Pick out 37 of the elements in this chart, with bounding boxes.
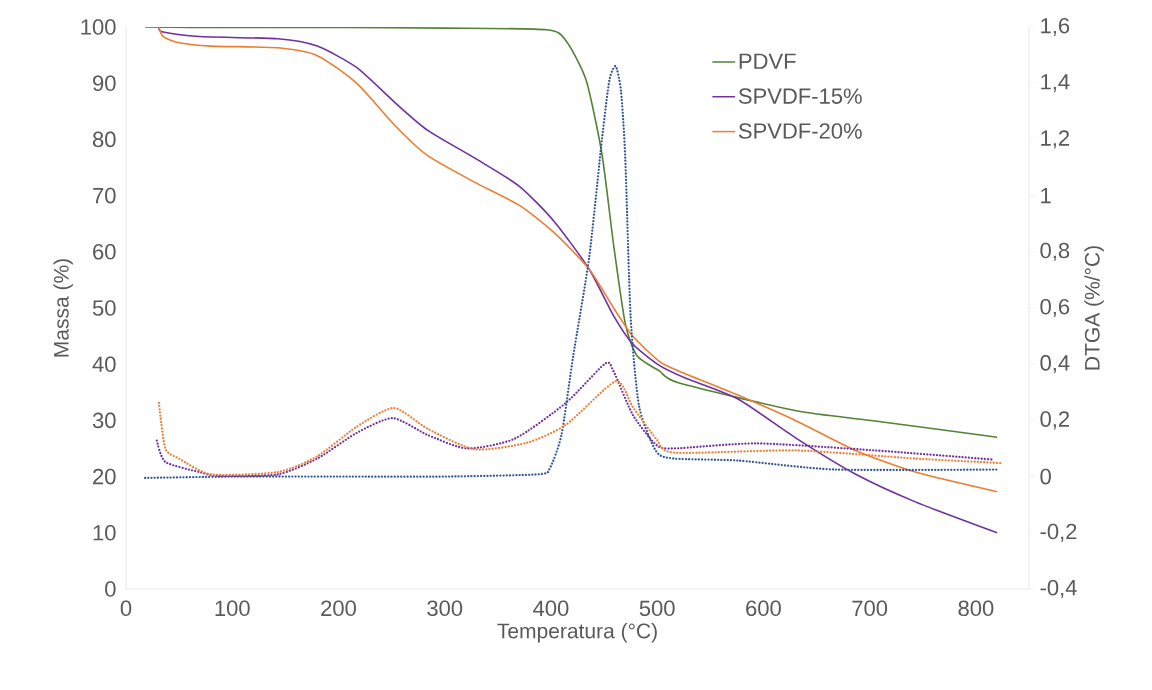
y-tick-label: 0 xyxy=(105,581,116,597)
y2-tick-label: 1 xyxy=(1041,188,1051,204)
x-tick-label: 500 xyxy=(639,600,675,617)
y-axis-title: Massa (%) xyxy=(53,259,73,357)
y-tick-label: 70 xyxy=(93,187,116,204)
y-tick-label: 10 xyxy=(93,524,116,541)
y2-tick-label: -0,4 xyxy=(1040,579,1077,599)
y-tick-label: 50 xyxy=(92,300,116,316)
y2-tick-label: 1,6 xyxy=(1041,17,1070,37)
y-tick-label: 20 xyxy=(93,468,116,485)
x-tick-label: 100 xyxy=(215,600,250,617)
x-tick-label: 700 xyxy=(852,600,888,617)
y-tick-label: 90 xyxy=(93,75,116,91)
y-tick-label: 100 xyxy=(81,19,116,35)
y2-tick-label: -0,2 xyxy=(1040,523,1077,542)
x-tick-label: 800 xyxy=(958,600,994,617)
x-tick-label: 300 xyxy=(427,600,463,617)
y-tick-label: 40 xyxy=(92,356,116,372)
legend-label: SPVDF-15% xyxy=(738,88,862,104)
y2-tick-label: 0,4 xyxy=(1040,355,1070,374)
y-tick-label: 80 xyxy=(92,131,116,148)
x-tick-label: 600 xyxy=(746,600,781,617)
x-axis-title: Temperatura (°C) xyxy=(497,622,657,643)
y2-tick-label: 1,4 xyxy=(1041,74,1070,93)
x-tick-label: 400 xyxy=(533,600,569,617)
y2-tick-label: 0,6 xyxy=(1040,298,1070,318)
y2-tick-label: 1,2 xyxy=(1041,130,1070,149)
y2-tick-label: 0 xyxy=(1040,468,1051,485)
y-tick-label: 60 xyxy=(93,243,116,260)
legend-label: SPVDF-20% xyxy=(738,123,862,139)
y2-tick-label: 0,2 xyxy=(1040,411,1070,430)
y2-tick-label: 0,8 xyxy=(1040,242,1070,261)
legend-label: PDVF xyxy=(739,53,796,69)
x-tick-label: 200 xyxy=(321,600,356,617)
y-tick-label: 30 xyxy=(92,412,116,429)
x-tick-label: 0 xyxy=(120,600,132,617)
y2-axis-title: DTGA (%/°C) xyxy=(1084,246,1104,370)
